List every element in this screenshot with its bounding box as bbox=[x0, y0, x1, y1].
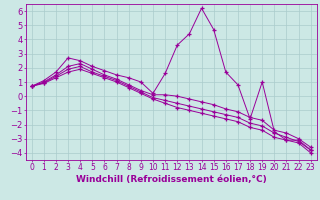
X-axis label: Windchill (Refroidissement éolien,°C): Windchill (Refroidissement éolien,°C) bbox=[76, 175, 267, 184]
